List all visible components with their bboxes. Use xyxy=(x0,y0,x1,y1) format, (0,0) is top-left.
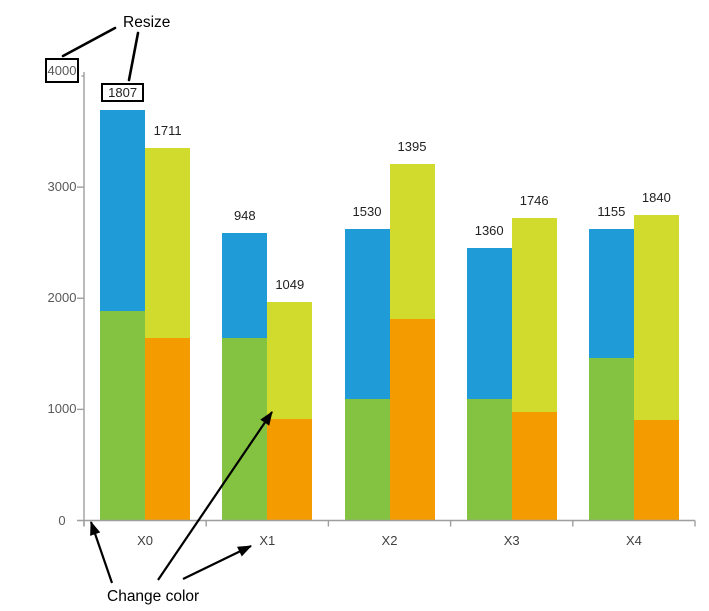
value-label-boxed-1807[interactable]: 1807 xyxy=(101,83,145,103)
bar-segment-green-x4[interactable] xyxy=(588,357,634,521)
value-label-blue-x3[interactable]: 1360 xyxy=(474,223,504,239)
x-axis-label-x0[interactable]: X0 xyxy=(137,533,154,548)
value-label-blue-x1[interactable]: 948 xyxy=(233,208,256,224)
resize-annotation-label: Resize xyxy=(123,14,171,31)
x-axis-label-x2[interactable]: X2 xyxy=(381,533,398,548)
change-color-annotation-label: Change color xyxy=(107,588,200,605)
y-axis-boxed-label-wrap: 4000 xyxy=(32,57,92,83)
bar-segment-green-x2[interactable] xyxy=(344,398,390,521)
bar-segment-orange-x3[interactable] xyxy=(511,411,557,521)
bar-segment-yellow-x1[interactable] xyxy=(267,302,313,419)
bar-segment-blue-x1[interactable] xyxy=(222,233,268,339)
x-axis-label-x4[interactable]: X4 xyxy=(625,533,642,548)
y-axis-label-1000[interactable]: 1000 xyxy=(47,401,77,417)
bar-segment-blue-x4[interactable] xyxy=(588,229,634,358)
value-label-yellow-x0[interactable]: 1711 xyxy=(153,122,182,138)
value-label-blue-x0[interactable]: 1807 xyxy=(88,83,158,103)
bar-segment-yellow-x2[interactable] xyxy=(389,164,435,320)
value-label-yellow-x2[interactable]: 1395 xyxy=(397,139,427,155)
x-axis-label-x3[interactable]: X3 xyxy=(503,533,520,548)
bar-segment-orange-x4[interactable] xyxy=(633,419,679,521)
value-label-blue-x4[interactable]: 1155 xyxy=(597,204,626,220)
bar-segment-green-x1[interactable] xyxy=(222,338,268,521)
bar-segment-blue-x3[interactable] xyxy=(466,248,512,400)
value-label-blue-x2[interactable]: 1530 xyxy=(352,203,382,219)
y-axis-label-boxed-4000[interactable]: 4000 xyxy=(44,57,80,83)
bar-segment-green-x0[interactable] xyxy=(100,311,146,521)
y-axis-label-3000[interactable]: 3000 xyxy=(47,179,77,195)
y-axis-label-2000[interactable]: 2000 xyxy=(47,290,77,306)
value-label-yellow-x3[interactable]: 1746 xyxy=(519,192,549,208)
value-label-yellow-x1[interactable]: 1049 xyxy=(275,277,305,293)
x-axis-label-x1[interactable]: X1 xyxy=(259,533,276,548)
bar-segment-yellow-x3[interactable] xyxy=(511,217,557,412)
y-axis-label-0[interactable]: 0 xyxy=(58,512,66,528)
bar-segment-green-x3[interactable] xyxy=(466,399,512,521)
bar-segment-blue-x0[interactable] xyxy=(100,110,146,312)
bar-segment-yellow-x4[interactable] xyxy=(633,215,679,420)
value-label-yellow-x4[interactable]: 1840 xyxy=(641,190,671,206)
bar-segment-blue-x2[interactable] xyxy=(344,228,390,399)
bar-segment-orange-x1[interactable] xyxy=(267,418,313,521)
bar-segment-orange-x0[interactable] xyxy=(145,337,191,521)
bar-segment-orange-x2[interactable] xyxy=(389,319,435,521)
bar-segment-yellow-x0[interactable] xyxy=(145,147,191,338)
